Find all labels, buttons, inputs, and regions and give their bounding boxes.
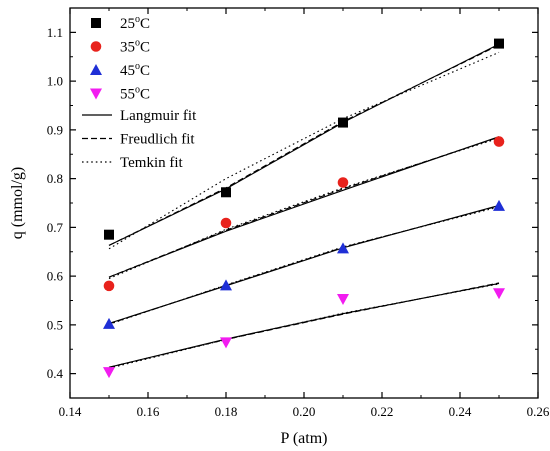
x-tick-label: 0.26 (527, 404, 550, 419)
data-point-square (221, 187, 231, 198)
fit-line-temkin (108, 51, 500, 250)
legend-label: 25oC (120, 14, 150, 32)
data-point-triangle-up (493, 199, 505, 211)
data-point-square (338, 117, 348, 128)
fit-line-freundlich (108, 44, 500, 246)
y-axis-label: q (mmol/g) (9, 167, 26, 239)
x-tick-label: 0.14 (59, 404, 82, 419)
legend-label: 45oC (120, 61, 150, 79)
fit-line-freundlich (108, 136, 500, 278)
y-tick-label: 0.8 (47, 171, 63, 186)
legend-marker-square (91, 18, 101, 28)
data-point-triangle-down (493, 288, 505, 300)
data-point-circle (103, 280, 115, 292)
data-point-triangle-up (220, 279, 232, 291)
legend-label: Freudlich fit (120, 132, 195, 148)
legend-label: Langmuir fit (120, 108, 197, 124)
legend-label: 55oC (120, 85, 150, 103)
fit-line-temkin (108, 283, 500, 369)
fit-line-freundlich (108, 205, 500, 325)
legend-marker-triangle-down (90, 88, 102, 100)
x-tick-label: 0.24 (449, 404, 472, 419)
fit-line-temkin (108, 137, 500, 280)
data-point-square (104, 229, 114, 240)
fit-line-freundlich (108, 282, 500, 368)
x-tick-label: 0.22 (371, 404, 394, 419)
data-point-circle (337, 177, 349, 188)
data-point-triangle-up (337, 242, 349, 254)
y-tick-label: 0.9 (47, 122, 63, 137)
y-tick-label: 1.0 (47, 74, 63, 89)
data-point-circle (220, 217, 232, 229)
y-tick-label: 0.4 (47, 366, 64, 381)
data-point-triangle-down (103, 367, 115, 379)
data-point-triangle-down (337, 294, 349, 306)
data-point-circle (493, 136, 505, 147)
x-tick-label: 0.16 (137, 404, 160, 419)
y-tick-label: 0.6 (47, 269, 64, 284)
data-point-triangle-down (220, 337, 232, 349)
fit-line-langmuir (108, 282, 500, 368)
y-tick-label: 0.7 (47, 220, 64, 235)
x-tick-label: 0.20 (293, 404, 316, 419)
fit-line-langmuir (108, 204, 500, 324)
data-point-triangle-up (103, 317, 115, 329)
y-tick-label: 0.5 (47, 317, 63, 332)
x-tick-label: 0.18 (215, 404, 238, 419)
y-tick-label: 1.1 (47, 25, 63, 40)
legend-marker-circle (90, 41, 102, 52)
fit-line-temkin (108, 206, 500, 325)
x-axis-label: P (atm) (281, 430, 328, 447)
legend-marker-triangle-up (90, 64, 102, 75)
legend-label: Temkin fit (120, 155, 184, 171)
legend-label: 35oC (120, 38, 150, 56)
data-point-square (494, 38, 504, 49)
